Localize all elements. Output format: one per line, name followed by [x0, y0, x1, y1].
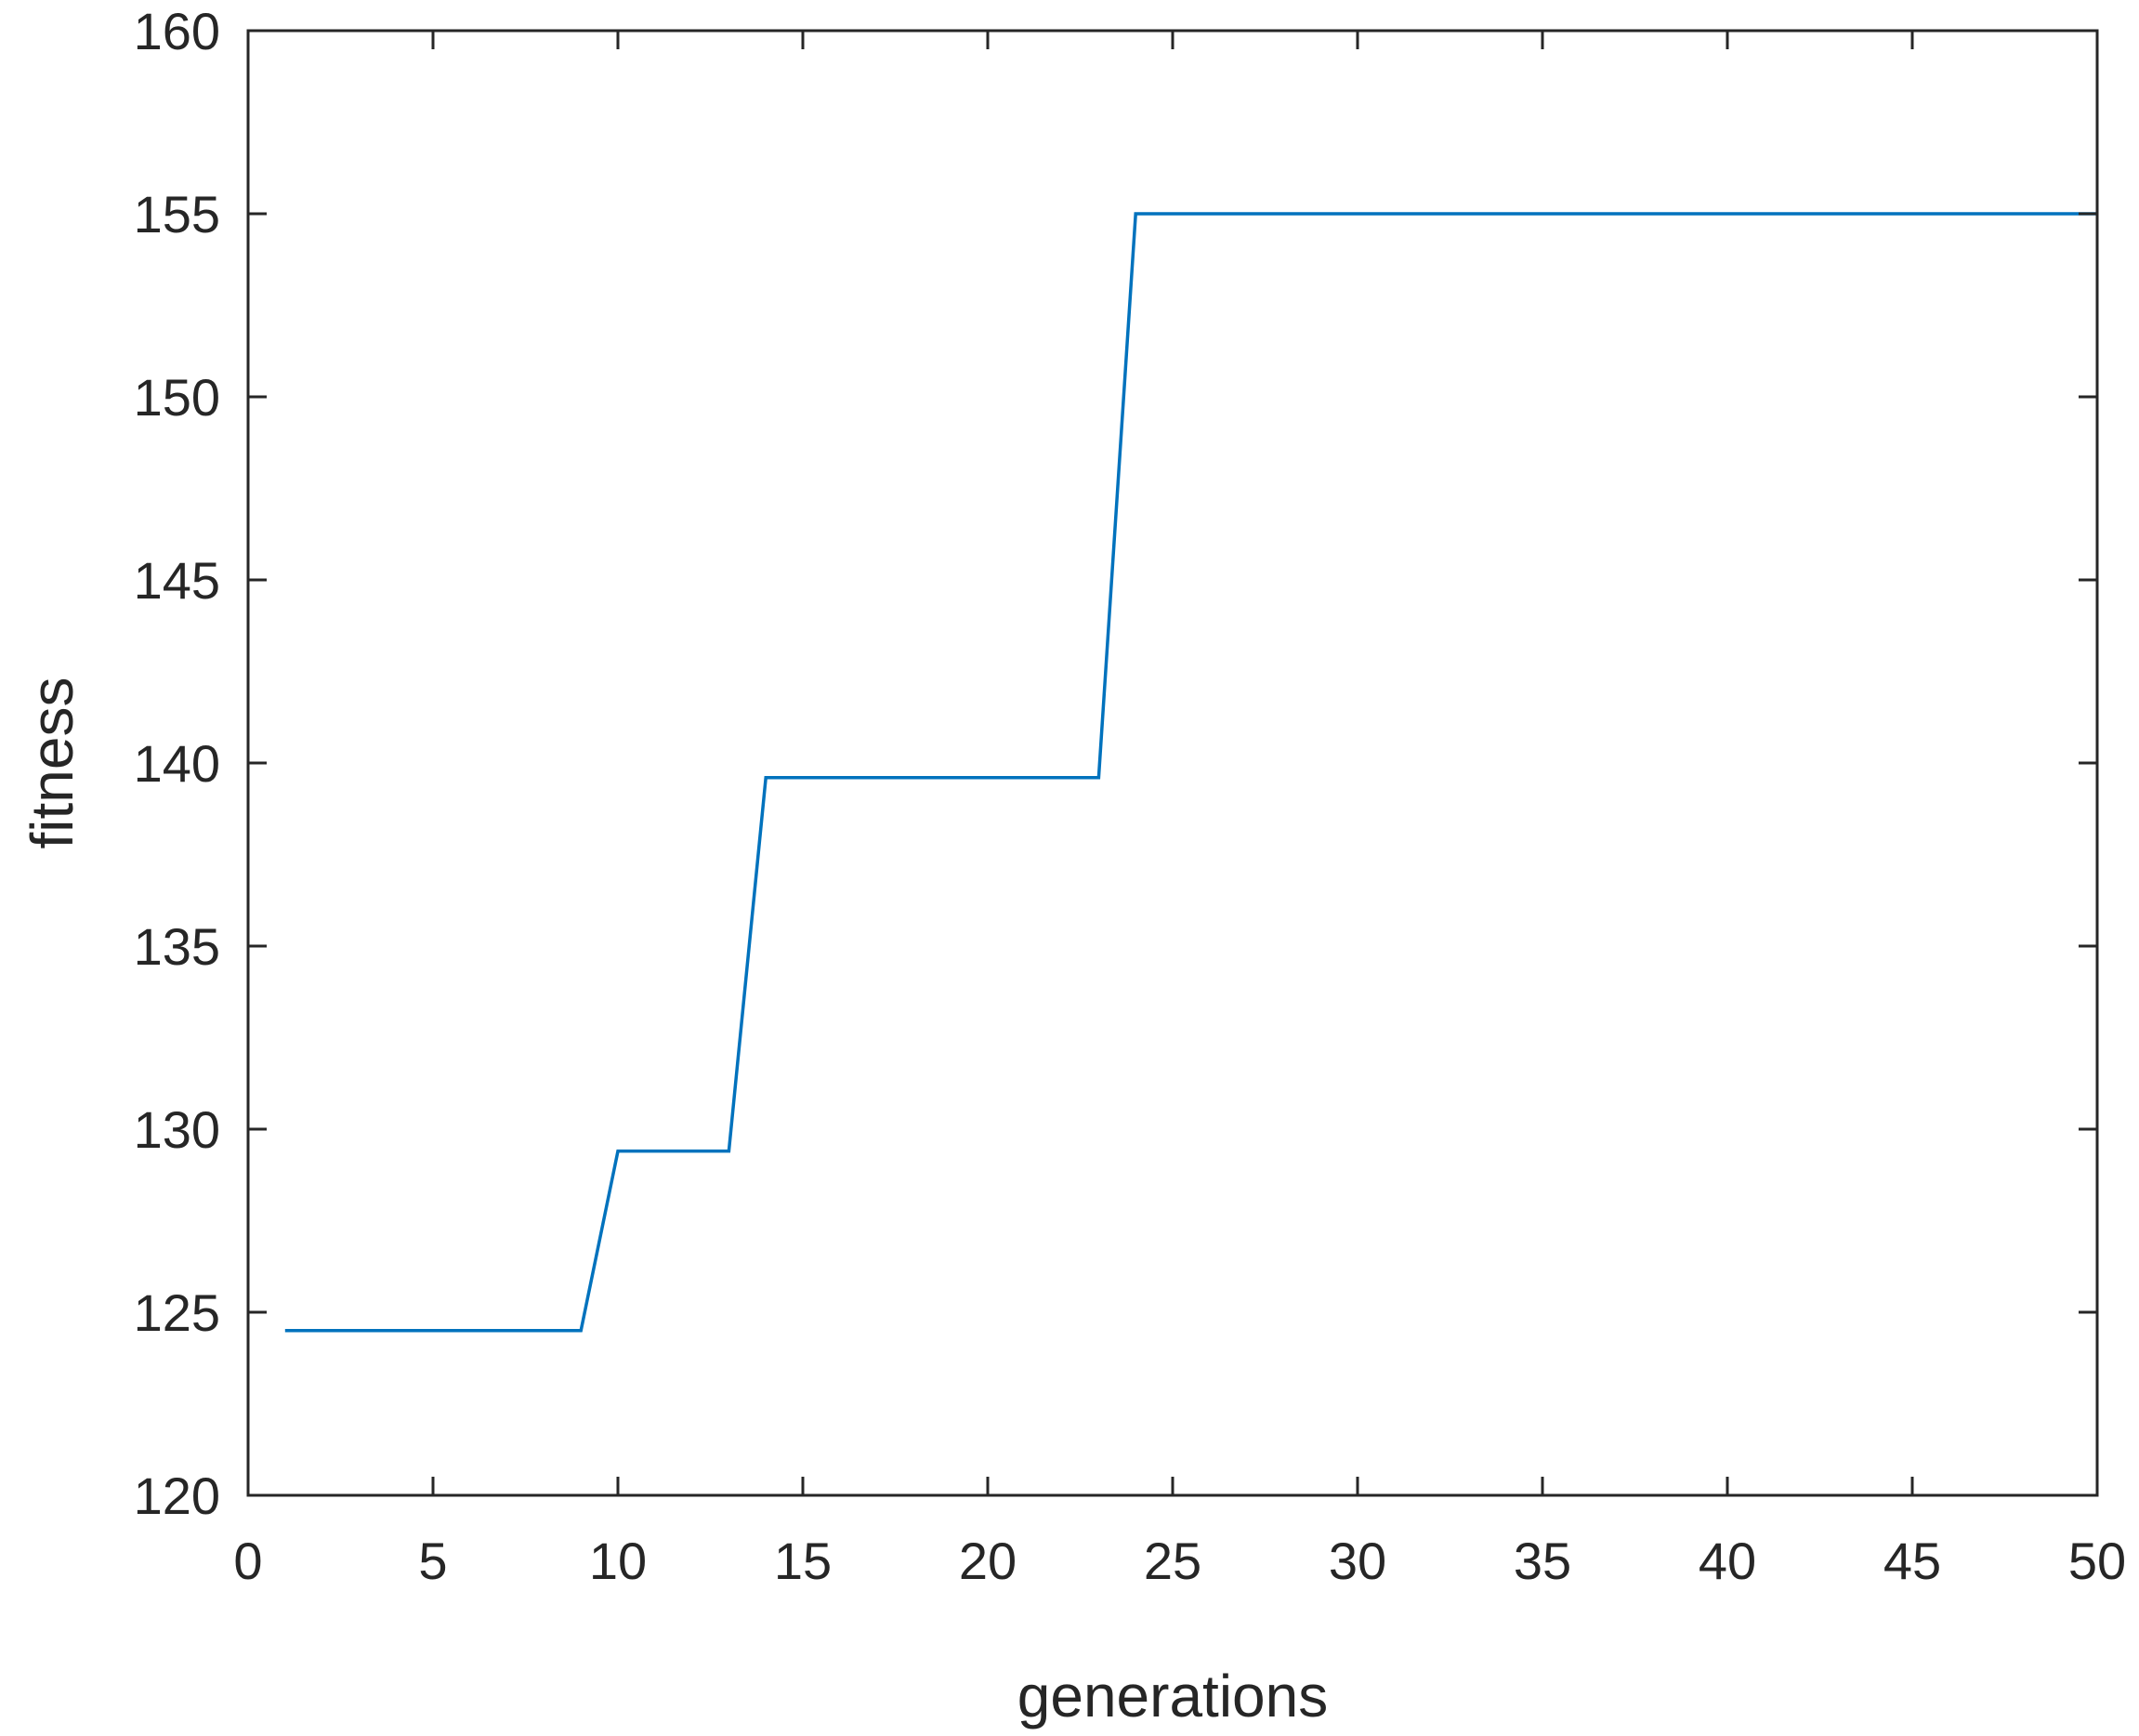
x-tick-label: 15 — [774, 1532, 832, 1590]
y-tick-label: 135 — [134, 917, 220, 976]
plot-frame — [246, 29, 2099, 1497]
x-tick-label: 0 — [233, 1532, 262, 1590]
x-tick-label: 35 — [1514, 1532, 1571, 1590]
x-tick-label: 30 — [1329, 1532, 1386, 1590]
y-tick-label: 120 — [134, 1466, 220, 1525]
x-axis-title: generations — [1017, 1663, 1328, 1729]
x-tick-label: 10 — [589, 1532, 647, 1590]
x-tick-label: 45 — [1883, 1532, 1941, 1590]
y-tick-label: 145 — [134, 551, 220, 610]
x-tick-labels: 0 5 10 15 20 25 30 35 40 45 50 — [233, 1532, 2126, 1590]
y-tick-labels: 120 125 130 135 140 145 150 155 160 — [134, 2, 220, 1525]
y-tick-label: 150 — [134, 368, 220, 427]
x-tick-label: 20 — [959, 1532, 1017, 1590]
y-tick-label: 140 — [134, 734, 220, 793]
y-tick-label: 155 — [134, 185, 220, 243]
y-tick-label: 130 — [134, 1100, 220, 1159]
x-tick-label: 25 — [1144, 1532, 1201, 1590]
series-layer — [284, 212, 2097, 1333]
x-tick-label: 50 — [2068, 1532, 2126, 1590]
x-tick-label: 40 — [1699, 1532, 1756, 1590]
plot-background — [248, 31, 2097, 1495]
x-tick-label: 5 — [418, 1532, 447, 1590]
series-line — [284, 212, 2097, 1333]
y-tick-label: 125 — [134, 1283, 220, 1342]
y-tick-label: 160 — [134, 2, 220, 60]
y-axis-title: fitness — [19, 677, 85, 849]
